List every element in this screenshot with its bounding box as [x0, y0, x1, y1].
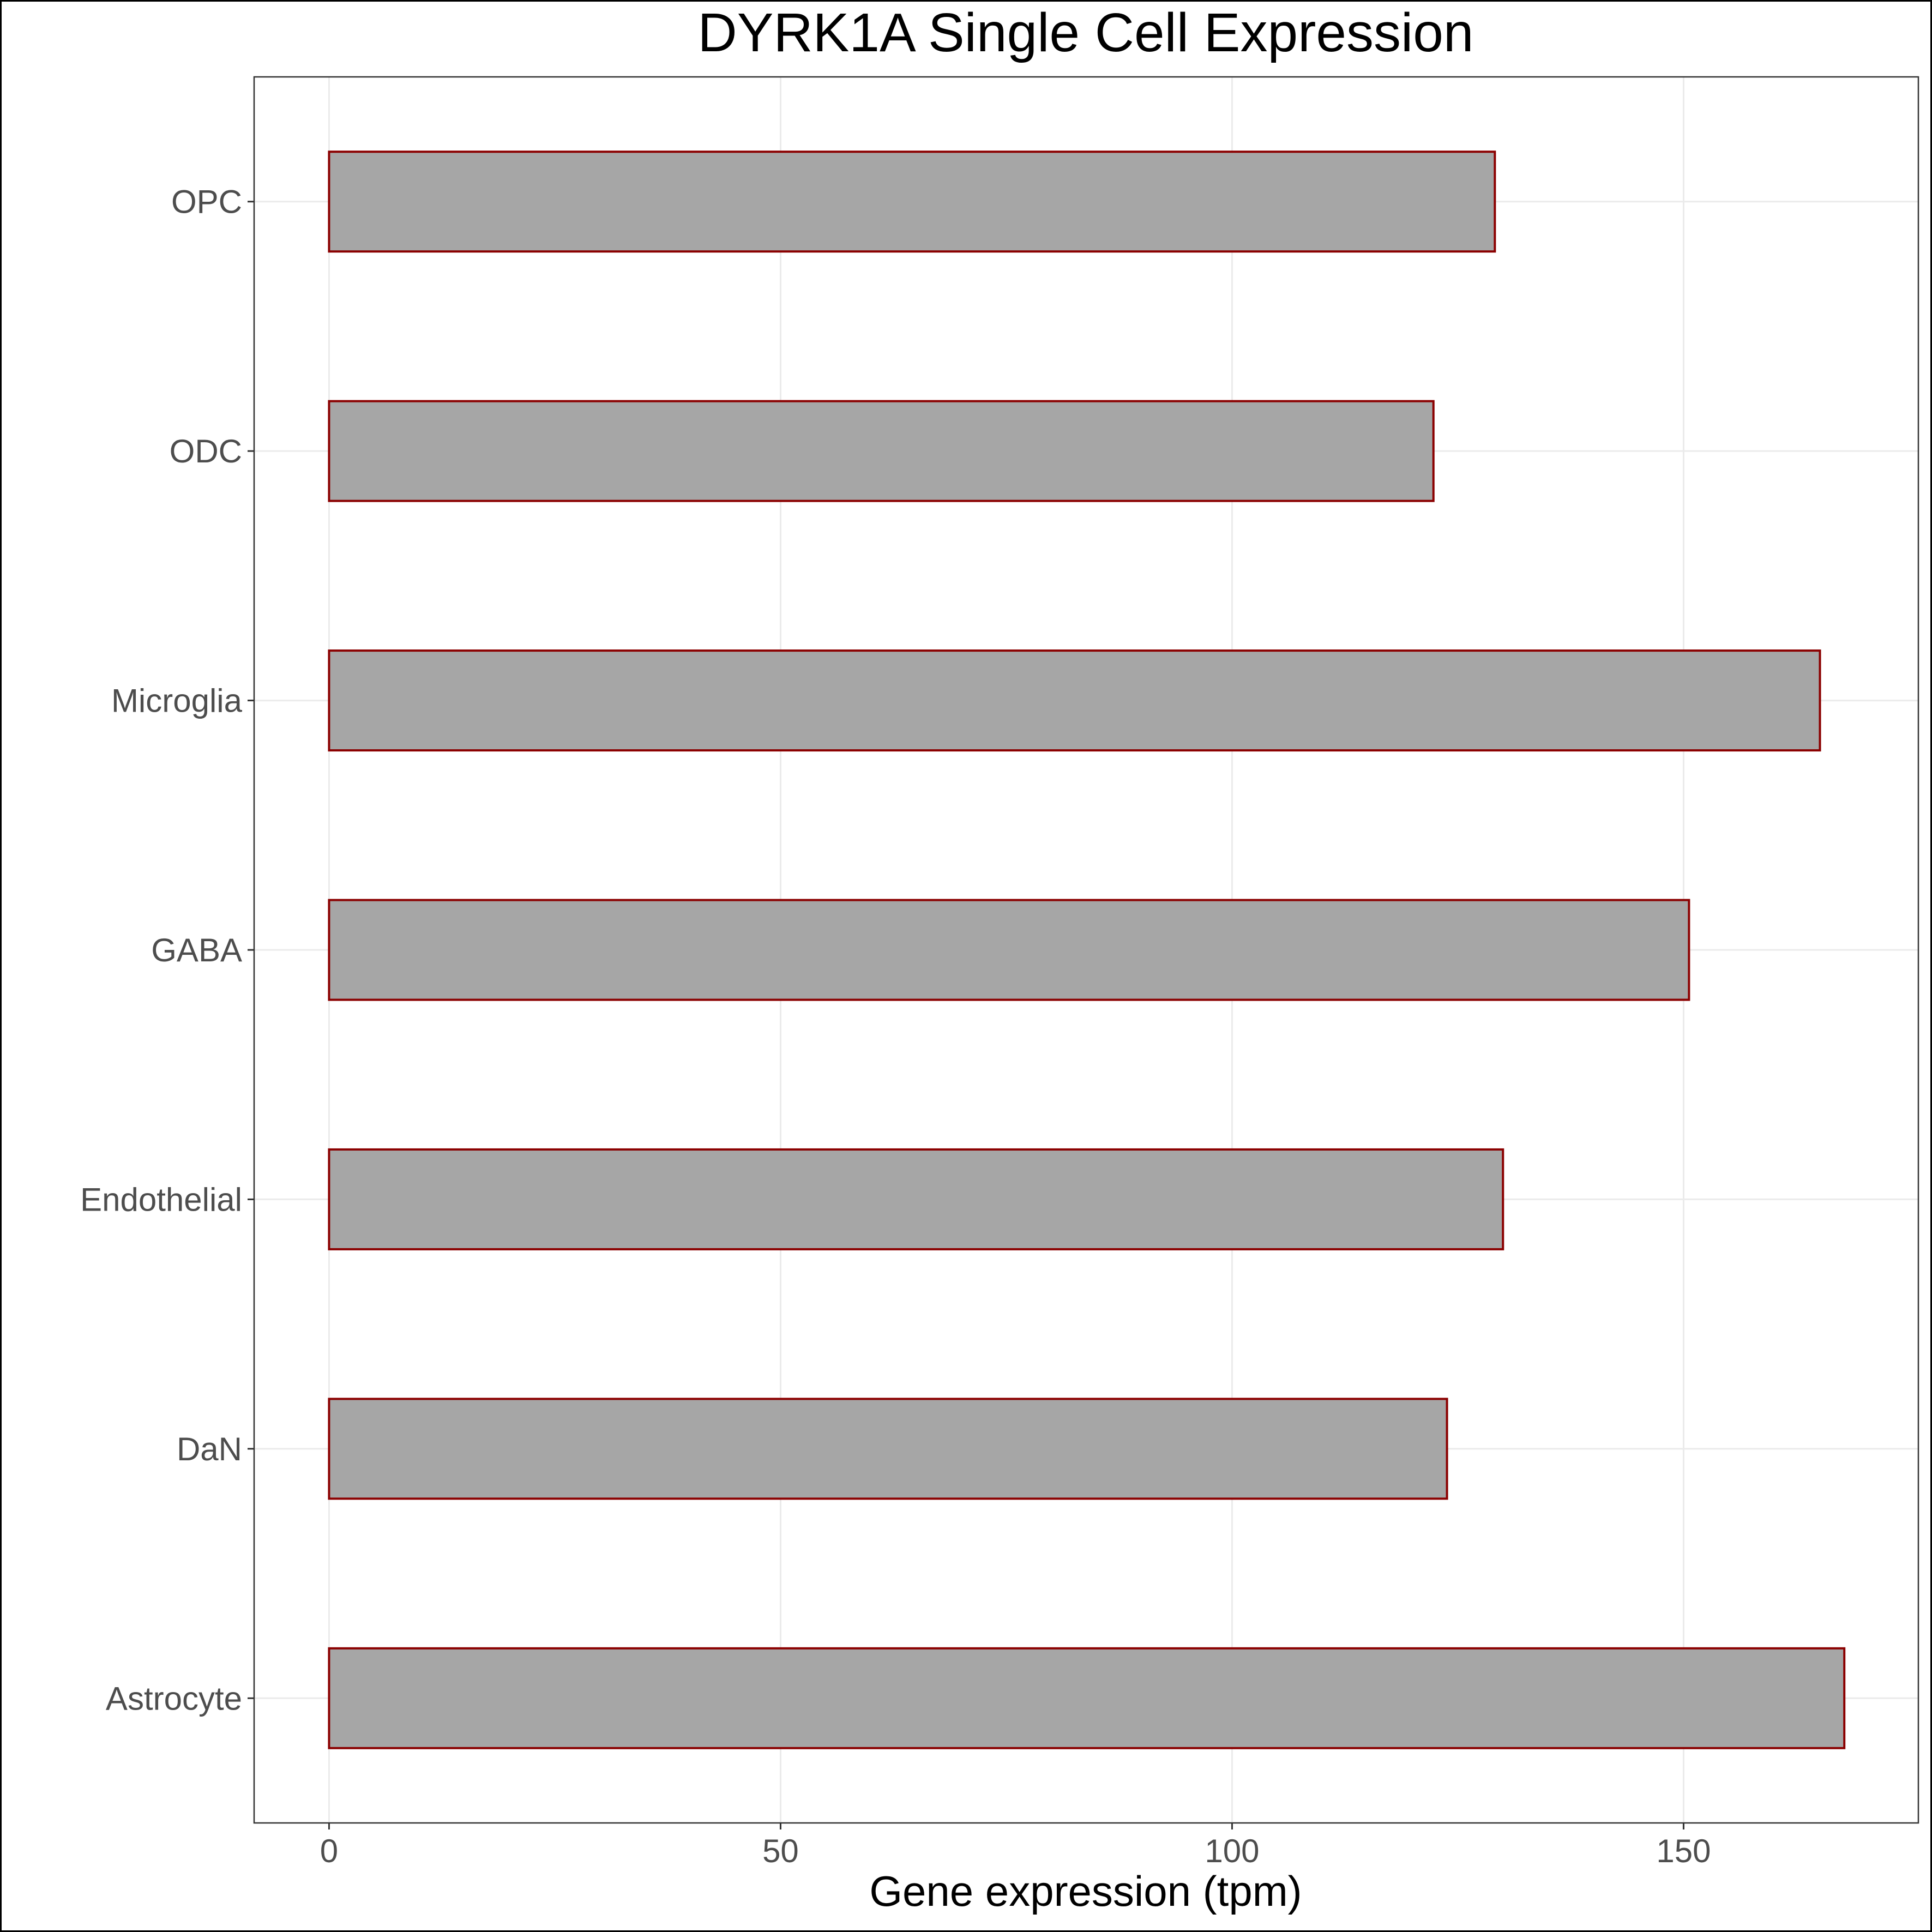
bar-odc — [328, 400, 1435, 502]
bar-dan — [328, 1398, 1448, 1500]
x-tick-label-3: 150 — [1656, 1833, 1711, 1869]
y-tick-label-dan: DaN — [177, 1431, 242, 1467]
y-tick-label-gaba: GABA — [151, 932, 242, 968]
x-tick-label-2: 100 — [1205, 1833, 1259, 1869]
y-tick-label-microglia: Microglia — [111, 683, 243, 719]
x-tick-labels: 0 50 100 150 — [320, 1823, 1711, 1869]
bar-endothelial — [328, 1148, 1504, 1250]
x-tick-label-1: 50 — [762, 1833, 799, 1869]
bars — [328, 151, 1846, 1749]
y-tick-labels: Astrocyte DaN Endothelial GABA Microglia ODC O… — [80, 184, 254, 1717]
bar-gaba — [328, 899, 1690, 1001]
y-tick-label-odc: ODC — [170, 433, 242, 470]
x-tick-label-0: 0 — [320, 1833, 338, 1869]
y-tick-label-endothelial: Endothelial — [80, 1181, 242, 1218]
x-axis-title: Gene expression (tpm) — [869, 1867, 1302, 1915]
bar-microglia — [328, 649, 1821, 752]
y-tick-label-astrocyte: Astrocyte — [106, 1680, 242, 1717]
y-tick-label-opc: OPC — [171, 184, 242, 220]
bar-astrocyte — [328, 1647, 1846, 1749]
chart-title: DYRK1A Single Cell Expression — [698, 2, 1474, 63]
bar-opc — [328, 151, 1496, 253]
